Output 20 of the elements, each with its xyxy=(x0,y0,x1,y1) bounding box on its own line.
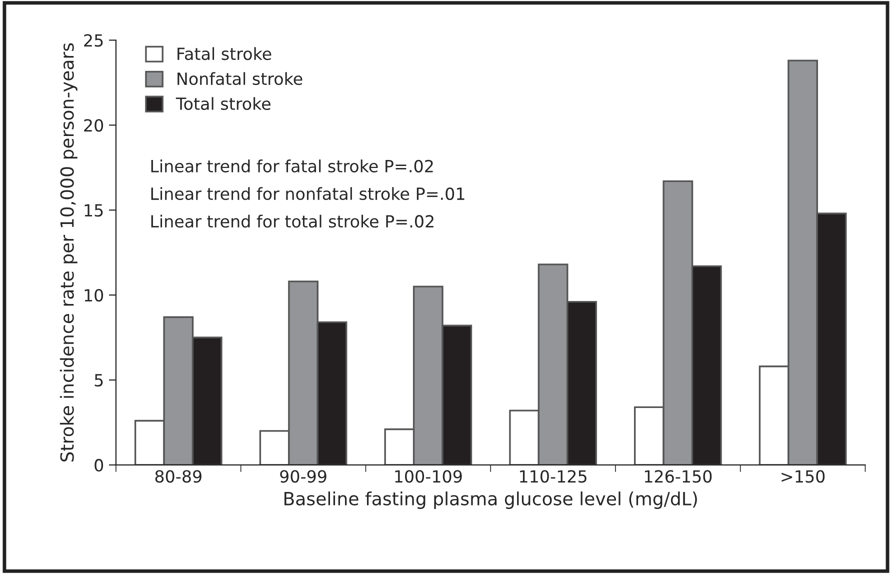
x-tick-label: 110-125 xyxy=(520,470,586,483)
x-tick-label: 80-89 xyxy=(155,470,202,483)
legend-label: Fatal stroke xyxy=(178,47,272,60)
annotation: Linear trend for total stroke P=.02 xyxy=(151,214,434,228)
legend-label: Total stroke xyxy=(176,97,270,110)
annotation: Linear trend for fatal stroke P=.02 xyxy=(151,160,433,172)
x-tick-label: >150 xyxy=(782,470,825,483)
y-tick-label: 0 xyxy=(94,458,104,472)
y-tick-label: 20 xyxy=(84,119,104,132)
y-tick-label: 15 xyxy=(84,204,103,217)
y-tick-label: 5 xyxy=(94,374,103,387)
annotation: Linear trend for nonfatal stroke P=.01 xyxy=(151,187,464,200)
x-tick-label: 100-109 xyxy=(395,470,462,483)
y-axis-title: Stroke incidence rate per 10,000 person-years xyxy=(60,43,78,462)
x-axis-title: Baseline fasting plasma glucose level (mg/dL) xyxy=(284,491,697,509)
legend-label: Nonfatal stroke xyxy=(178,72,302,86)
y-tick-label: 25 xyxy=(84,34,103,47)
x-tick-label: 90-99 xyxy=(280,470,326,483)
y-tick-label: 10 xyxy=(84,289,104,302)
x-tick-label: 126-150 xyxy=(644,470,712,483)
